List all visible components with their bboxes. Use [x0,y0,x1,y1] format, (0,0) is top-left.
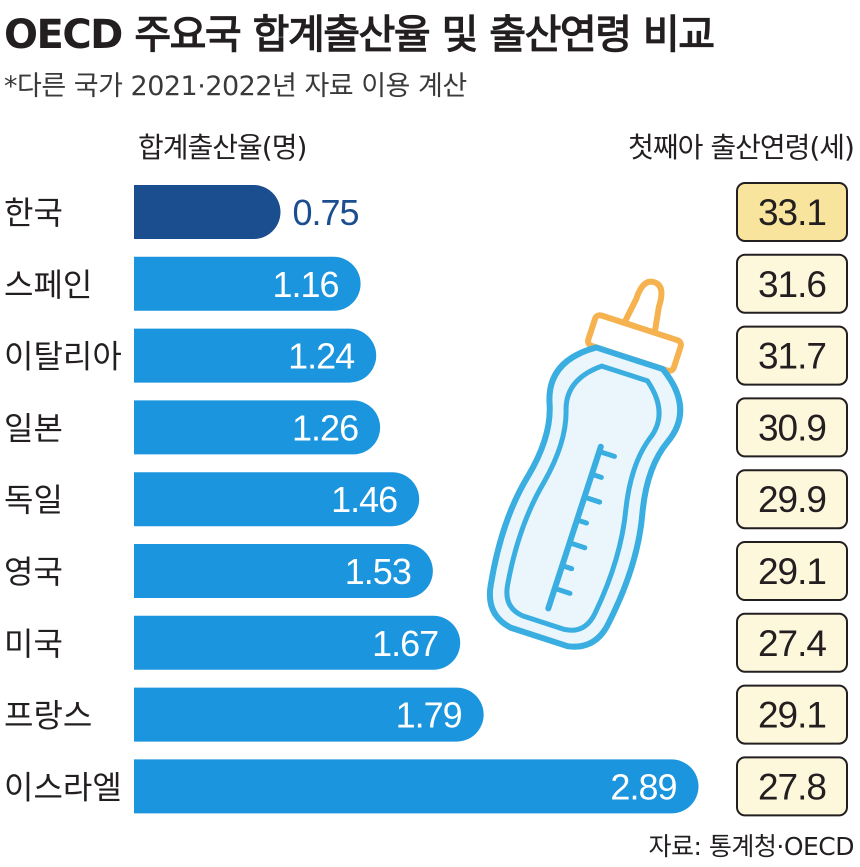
first-birth-age-box [736,397,848,458]
birth-rate-column-label: 합계출산율(명) [138,131,307,164]
birth-rate-bar [134,759,699,814]
first-birth-age-box [736,756,848,817]
first-birth-age-value-label: 31.6 [758,264,826,305]
first-birth-age-value-label: 29.1 [758,551,826,592]
first-birth-age-value-label: 30.9 [758,407,826,448]
birth-rate-value-label: 0.75 [293,192,359,233]
birth-rate-bar [134,256,361,311]
birth-rate-bar [134,185,281,239]
birth-rate-value-label: 1.79 [396,695,462,736]
country-label: 미국 [4,625,63,663]
birth-rate-value-label: 2.89 [610,766,676,807]
first-birth-age-box [736,541,848,601]
birth-rate-bar [134,544,433,598]
birth-rate-value-label: 1.26 [292,407,358,448]
first-birth-age-value-label: 33.1 [758,192,826,233]
birth-rate-bar [134,615,461,670]
first-birth-age-value-label: 27.4 [758,623,826,664]
country-label: 한국 [4,194,63,232]
birth-rate-value-label: 1.24 [288,336,354,377]
birth-rate-bar [134,687,484,742]
first-birth-age-value-label: 31.7 [758,336,826,377]
first-birth-age-box [736,469,848,530]
first-birth-age-column-label: 첫째아 출산연령(세) [628,131,855,164]
first-birth-age-box [736,182,848,242]
birth-rate-value-label: 1.53 [345,551,411,592]
baby-bottle-icon [486,278,684,650]
country-label: 스페인 [4,266,92,304]
country-label: 프랑스 [4,697,92,735]
first-birth-age-value-label: 27.8 [758,766,826,807]
birth-rate-value-label: 1.16 [273,264,339,305]
country-label: 영국 [4,553,63,591]
birth-rate-bar [134,472,420,527]
first-birth-age-box [736,325,848,386]
first-birth-age-box [736,612,848,673]
chart-title: OECD 주요국 합계출산율 및 출산연령 비교 [4,12,715,58]
first-birth-age-box [736,684,848,745]
source-note: 자료: 통계청·OECD [648,832,855,861]
birth-rate-value-label: 1.46 [331,479,397,520]
country-label: 독일 [4,481,63,519]
first-birth-age-value-label: 29.1 [758,695,826,736]
birth-rate-bar [134,328,377,383]
country-label: 이탈리아 [4,338,122,376]
birth-rate-bar [134,400,381,455]
birth-rate-value-label: 1.67 [372,623,438,664]
first-birth-age-value-label: 29.9 [758,479,826,520]
country-label: 일본 [4,409,63,447]
chart-subtitle: *다른 국가 2021·2022년 자료 이용 계산 [4,71,467,102]
first-birth-age-box [736,253,848,314]
country-label: 이스라엘 [4,768,122,806]
